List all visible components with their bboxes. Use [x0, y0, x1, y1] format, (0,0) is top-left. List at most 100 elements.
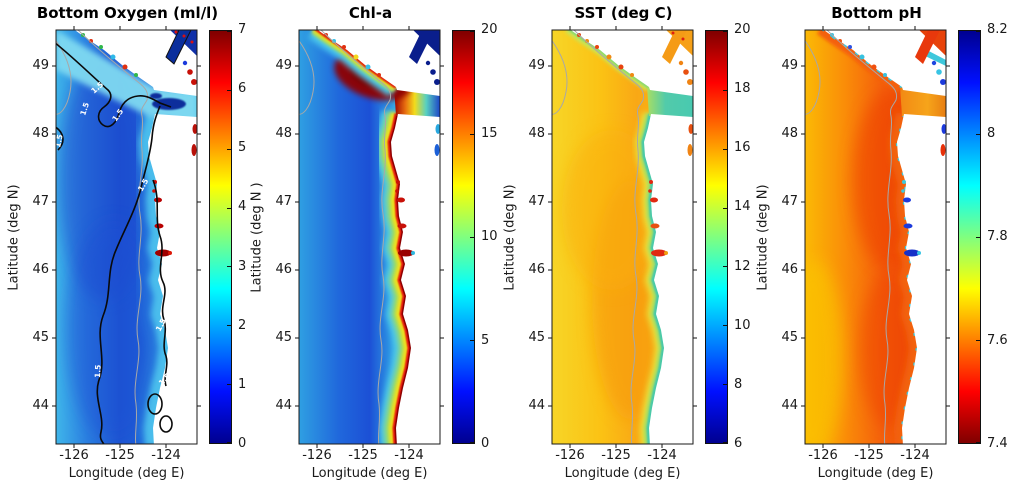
- estuary-patches: [152, 180, 172, 257]
- y-tick-label: 45: [32, 330, 49, 345]
- x-tick-label: -124: [647, 448, 677, 463]
- ocean-field: [805, 30, 946, 444]
- x-tick-label: -125: [105, 448, 135, 463]
- x-tick-label: -125: [348, 448, 378, 463]
- x-tick-label: -126: [302, 448, 332, 463]
- estuary-patches: [648, 180, 668, 257]
- inlet-patches: [577, 33, 634, 77]
- colorbar-tick-label: 5: [481, 332, 490, 348]
- x-tick-label: -124: [900, 448, 930, 463]
- colorbar-tick-label: 6: [238, 81, 247, 96]
- panel-bottom-oxygen: Bottom Oxygen (ml/l) Latitude (deg N) 49…: [0, 0, 255, 499]
- panel-title: SST (deg C): [574, 4, 673, 22]
- x-axis-label: Longitude (deg E): [311, 466, 428, 481]
- ocean-field: 1.5 1.5 1.5 1.5 1.5 1.5 1.5 1.5: [53, 30, 197, 444]
- y-tick-label: 48: [275, 126, 292, 141]
- y-tick-label: 49: [781, 58, 798, 73]
- x-tick-label: -124: [151, 448, 181, 463]
- y-axis-label: Latitude (deg N): [502, 184, 518, 291]
- svg-text:1.5: 1.5: [78, 101, 91, 116]
- y-tick-label: 47: [528, 194, 545, 209]
- colorbar-tick-label: 10: [481, 229, 498, 244]
- panel-title: Chl-a: [348, 4, 393, 22]
- panel-title: Bottom Oxygen (ml/l): [36, 4, 219, 22]
- map-sst: [547, 25, 698, 449]
- colorbar-tick-label: 20: [481, 22, 498, 37]
- panel-bottom-ph: Bottom pH Latitude (deg N) 49 48 47 46 4…: [749, 0, 1008, 499]
- colorbar-tick-label: 7: [238, 22, 247, 37]
- colorbar-tick-label: 8: [987, 125, 996, 141]
- y-tick-label: 45: [528, 330, 545, 345]
- inlet-patches: [81, 33, 138, 77]
- x-tick-label: -126: [555, 448, 585, 463]
- y-tick-label: 49: [528, 58, 545, 73]
- x-axis-label: Longitude (deg E): [68, 466, 185, 481]
- colorbar-tick-label: 1: [238, 377, 247, 392]
- svg-text:1.5: 1.5: [93, 364, 103, 378]
- y-tick-label: 46: [275, 262, 292, 277]
- puget-sound-patches: [931, 60, 946, 156]
- puget-sound-patches: [671, 31, 693, 156]
- colorbar-tick-label: 5: [238, 140, 247, 155]
- colorbar-tick-label: 20: [734, 22, 751, 37]
- colorbar-sst: [705, 30, 728, 444]
- colorbar-tick-label: 18: [734, 81, 751, 96]
- colorbar-tick-label: 15: [481, 125, 498, 141]
- colorbar-tick-label: 8.2: [987, 22, 1008, 37]
- puget-sound-patches: [174, 30, 197, 156]
- x-tick-label: -125: [854, 448, 884, 463]
- colorbar-tick-label: 8: [734, 377, 743, 392]
- y-tick-label: 44: [275, 398, 292, 413]
- panel-sst: SST (deg C) Latitude (deg N) 49 48 47 46…: [496, 0, 751, 499]
- y-tick-label: 46: [32, 262, 49, 277]
- ocean-field: [552, 30, 693, 444]
- y-tick-label: 47: [32, 194, 49, 209]
- colorbar-tick-label: 0: [481, 436, 490, 451]
- puget-sound-patches: [425, 60, 440, 156]
- panel-title: Bottom pH: [831, 4, 922, 22]
- colorbar-tick-label: 3: [238, 259, 247, 274]
- y-tick-label: 48: [32, 126, 49, 141]
- colorbar-chl-a: [452, 30, 475, 444]
- estuary-patches: [395, 180, 415, 257]
- y-tick-label: 45: [275, 330, 292, 345]
- x-tick-label: -126: [59, 448, 89, 463]
- colorbar-tick-label: 10: [734, 318, 751, 333]
- x-axis-label: Longitude (deg E): [564, 466, 681, 481]
- y-tick-label: 44: [528, 398, 545, 413]
- colorbar-tick-label: 14: [734, 199, 751, 214]
- colorbar-tick-label: 6: [734, 436, 743, 451]
- x-axis-label: Longitude (deg E): [817, 466, 934, 481]
- colorbar-ph: [958, 30, 981, 444]
- y-axis-label: Latitude (deg N ): [249, 182, 265, 293]
- y-tick-label: 44: [781, 398, 798, 413]
- panel-chl-a: Chl-a Latitude (deg N ) 49 48 47 46 45 4…: [243, 0, 498, 499]
- y-tick-label: 49: [32, 58, 49, 73]
- colorbar-tick-label: 2: [238, 318, 247, 333]
- y-tick-label: 45: [781, 330, 798, 345]
- map-bottom-ph: [800, 25, 951, 449]
- svg-text:1.5: 1.5: [53, 134, 65, 149]
- y-axis-label: Latitude (deg N): [6, 184, 22, 291]
- y-tick-label: 47: [781, 194, 798, 209]
- y-tick-label: 47: [275, 194, 292, 209]
- ocean-field: [299, 30, 440, 444]
- y-tick-label: 44: [32, 398, 49, 413]
- y-tick-label: 46: [781, 262, 798, 277]
- y-tick-label: 48: [528, 126, 545, 141]
- y-axis-label: Latitude (deg N): [755, 184, 771, 291]
- colorbar-tick-label: 7.8: [987, 229, 1008, 244]
- colorbar-tick-label: 12: [734, 259, 751, 274]
- colorbar-tick-label: 7.4: [987, 436, 1008, 451]
- y-tick-label: 48: [781, 126, 798, 141]
- x-tick-label: -126: [808, 448, 838, 463]
- colorbar-tick-label: 4: [238, 199, 247, 214]
- colorbar-tick-label: 7.6: [987, 332, 1008, 348]
- y-tick-label: 46: [528, 262, 545, 277]
- map-chl-a: [294, 25, 445, 449]
- map-bottom-oxygen: 1.5 1.5 1.5 1.5 1.5 1.5 1.5 1.5: [51, 25, 202, 449]
- y-tick-label: 49: [275, 58, 292, 73]
- x-tick-label: -125: [601, 448, 631, 463]
- oxygen-contour-1_5: [56, 42, 173, 444]
